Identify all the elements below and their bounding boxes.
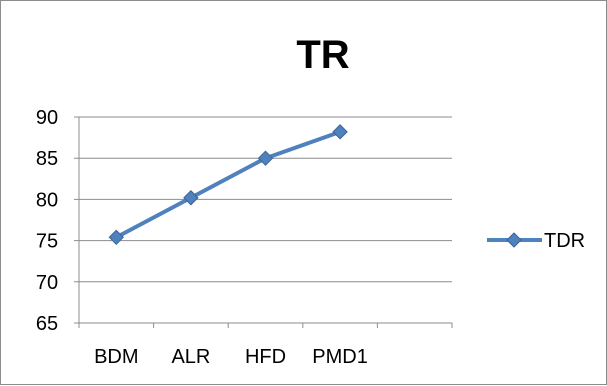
y-tick-label-70: 70 — [36, 272, 58, 294]
y-axis-ticks: 65 70 75 80 85 90 — [36, 107, 79, 335]
x-tick-label-alr: ALR — [171, 346, 210, 368]
data-point-hfd — [257, 150, 274, 166]
axes — [78, 117, 452, 324]
legend-marker-tdr — [506, 232, 522, 248]
data-point-bdm — [108, 229, 125, 246]
y-tick-label-65: 65 — [36, 313, 58, 335]
x-tick-label-pmd1: PMD1 — [312, 346, 368, 368]
chart-title: TR — [296, 33, 349, 77]
legend-label-tdr: TDR — [544, 230, 585, 252]
y-tick-label-75: 75 — [36, 231, 58, 253]
y-tick-label-80: 80 — [36, 189, 58, 211]
x-tick-label-hfd: HFD — [245, 346, 286, 368]
y-tick-label-85: 85 — [36, 148, 58, 170]
series-line-tdr — [115, 129, 341, 240]
gridlines — [79, 116, 452, 283]
data-point-pmd1 — [332, 124, 348, 140]
data-point-alr — [183, 190, 199, 206]
x-tick-label-bdm: BDM — [94, 346, 138, 368]
x-axis-ticks: BDM ALR HFD PMD1 — [78, 323, 453, 368]
series-group — [108, 124, 348, 246]
legend: TDR — [487, 230, 585, 252]
y-tick-label-90: 90 — [36, 107, 58, 129]
